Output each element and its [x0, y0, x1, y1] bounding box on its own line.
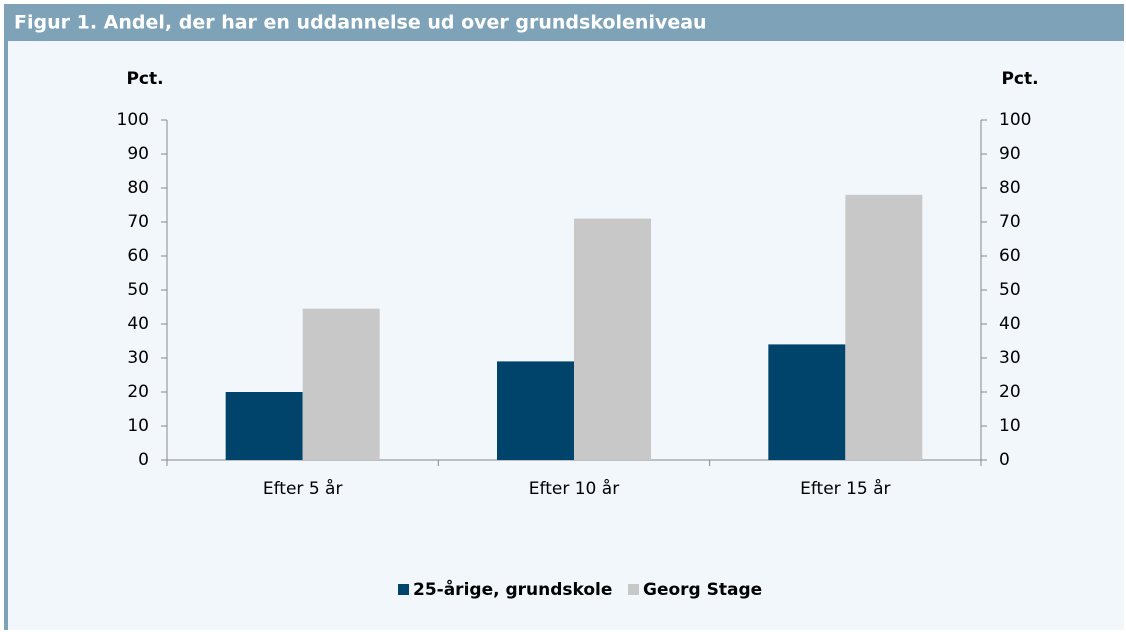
bar — [225, 392, 303, 460]
y-tick-label: 60 — [127, 246, 149, 266]
y2-tick-label: 40 — [999, 314, 1021, 334]
bar — [497, 361, 574, 460]
bar — [302, 308, 380, 460]
y2-tick-label: 10 — [999, 416, 1021, 436]
y2-tick-label: 30 — [999, 348, 1021, 368]
bar — [845, 194, 923, 461]
y-tick-label: 100 — [117, 110, 149, 130]
y2-tick-label: 100 — [999, 110, 1031, 130]
y-tick-label: 0 — [138, 450, 149, 470]
y2-tick-label: 70 — [999, 212, 1021, 232]
y-tick-label: 20 — [127, 382, 149, 402]
y2-tick-label: 60 — [999, 246, 1021, 266]
y2-tick-label: 80 — [999, 178, 1021, 198]
y2-tick-label: 90 — [999, 144, 1021, 164]
legend-swatch — [628, 584, 639, 595]
y2-tick-label: 0 — [999, 450, 1010, 470]
y-tick-label: 40 — [127, 314, 149, 334]
header-bar — [4, 4, 1124, 41]
bar — [574, 218, 651, 460]
legend-label: 25-årige, grundskole — [413, 578, 612, 600]
y2-axis-label: Pct. — [1001, 69, 1038, 89]
y-tick-label: 90 — [127, 144, 149, 164]
left-border — [4, 4, 8, 630]
y-tick-label: 70 — [127, 212, 149, 232]
x-tick-label: Efter 5 år — [263, 478, 343, 499]
panel — [4, 4, 1124, 630]
chart-title: Figur 1. Andel, der har en uddannelse ud… — [14, 12, 707, 34]
legend-swatch — [398, 584, 409, 595]
x-tick-label: Efter 15 år — [800, 478, 890, 499]
legend-label: Georg Stage — [643, 580, 762, 600]
x-tick-label: Efter 10 år — [529, 478, 619, 499]
y-tick-label: 10 — [127, 416, 149, 436]
y-tick-label: 30 — [127, 348, 149, 368]
y2-tick-label: 20 — [999, 382, 1021, 402]
y-tick-label: 80 — [127, 178, 149, 198]
y-axis-label: Pct. — [126, 69, 163, 89]
y-tick-label: 50 — [127, 280, 149, 300]
bar — [768, 344, 846, 460]
y2-tick-label: 50 — [999, 280, 1021, 300]
